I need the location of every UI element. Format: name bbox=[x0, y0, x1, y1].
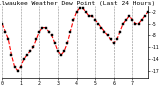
Title: Milwaukee Weather Dew Point (Last 24 Hours): Milwaukee Weather Dew Point (Last 24 Hou… bbox=[0, 1, 156, 6]
